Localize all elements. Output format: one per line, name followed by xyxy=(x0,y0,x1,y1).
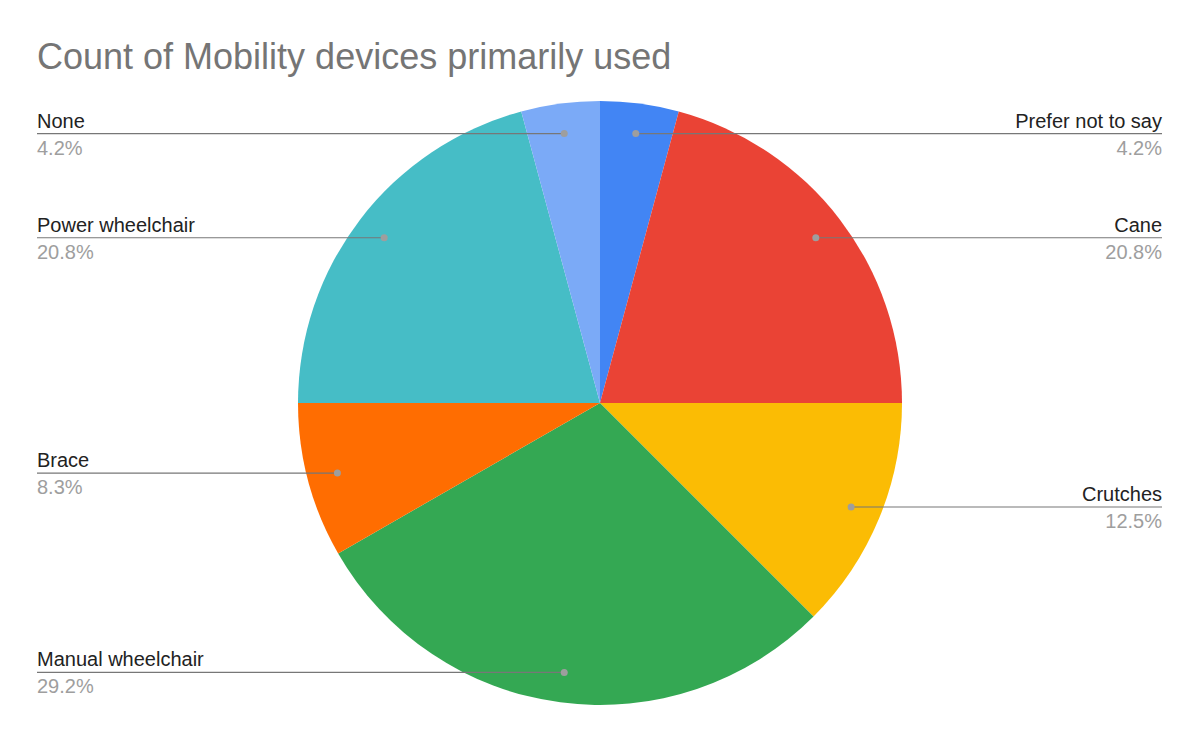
leader-dot xyxy=(848,504,855,511)
leader-line xyxy=(37,237,384,238)
slice-label: Manual wheelchair xyxy=(37,648,204,670)
leader-line xyxy=(636,133,1162,134)
leader-line xyxy=(37,133,564,134)
leader-line xyxy=(851,506,1162,507)
pie-slice xyxy=(600,111,902,403)
leader-line xyxy=(37,472,337,473)
labels: Prefer not to say 4.2% Cane 20.8% Crutches 12… xyxy=(37,110,1162,698)
slice-label: Prefer not to say xyxy=(1015,110,1162,132)
leader-dot xyxy=(334,470,341,477)
leader-line xyxy=(816,237,1162,238)
slice-value-label: 4.2% xyxy=(1116,137,1162,159)
slice-value-label: 29.2% xyxy=(37,675,94,697)
slice-value-label: 20.8% xyxy=(37,241,94,263)
slice-label: Cane xyxy=(1114,214,1162,236)
slices xyxy=(298,101,902,705)
leader-dot xyxy=(561,669,568,676)
chart-container: Count of Mobility devices primarily used… xyxy=(0,0,1200,742)
leader-line xyxy=(37,672,564,673)
slice-label: None xyxy=(37,110,85,132)
slice-value-label: 20.8% xyxy=(1105,241,1162,263)
chart-title: Count of Mobility devices primarily used xyxy=(37,36,671,77)
slice-label: Brace xyxy=(37,449,89,471)
slice-label: Crutches xyxy=(1082,483,1162,505)
chart-svg: Count of Mobility devices primarily used… xyxy=(0,0,1200,742)
slice-value-label: 8.3% xyxy=(37,476,83,498)
slice-value-label: 12.5% xyxy=(1105,510,1162,532)
pie-slice xyxy=(298,403,600,553)
leader-dot xyxy=(381,234,388,241)
leader-dot xyxy=(561,130,568,137)
leader-dot xyxy=(812,234,819,241)
pie-slice xyxy=(521,101,600,403)
slice-value-label: 4.2% xyxy=(37,137,83,159)
leader-dot xyxy=(632,130,639,137)
slice-label: Power wheelchair xyxy=(37,214,195,236)
background xyxy=(0,0,1200,742)
